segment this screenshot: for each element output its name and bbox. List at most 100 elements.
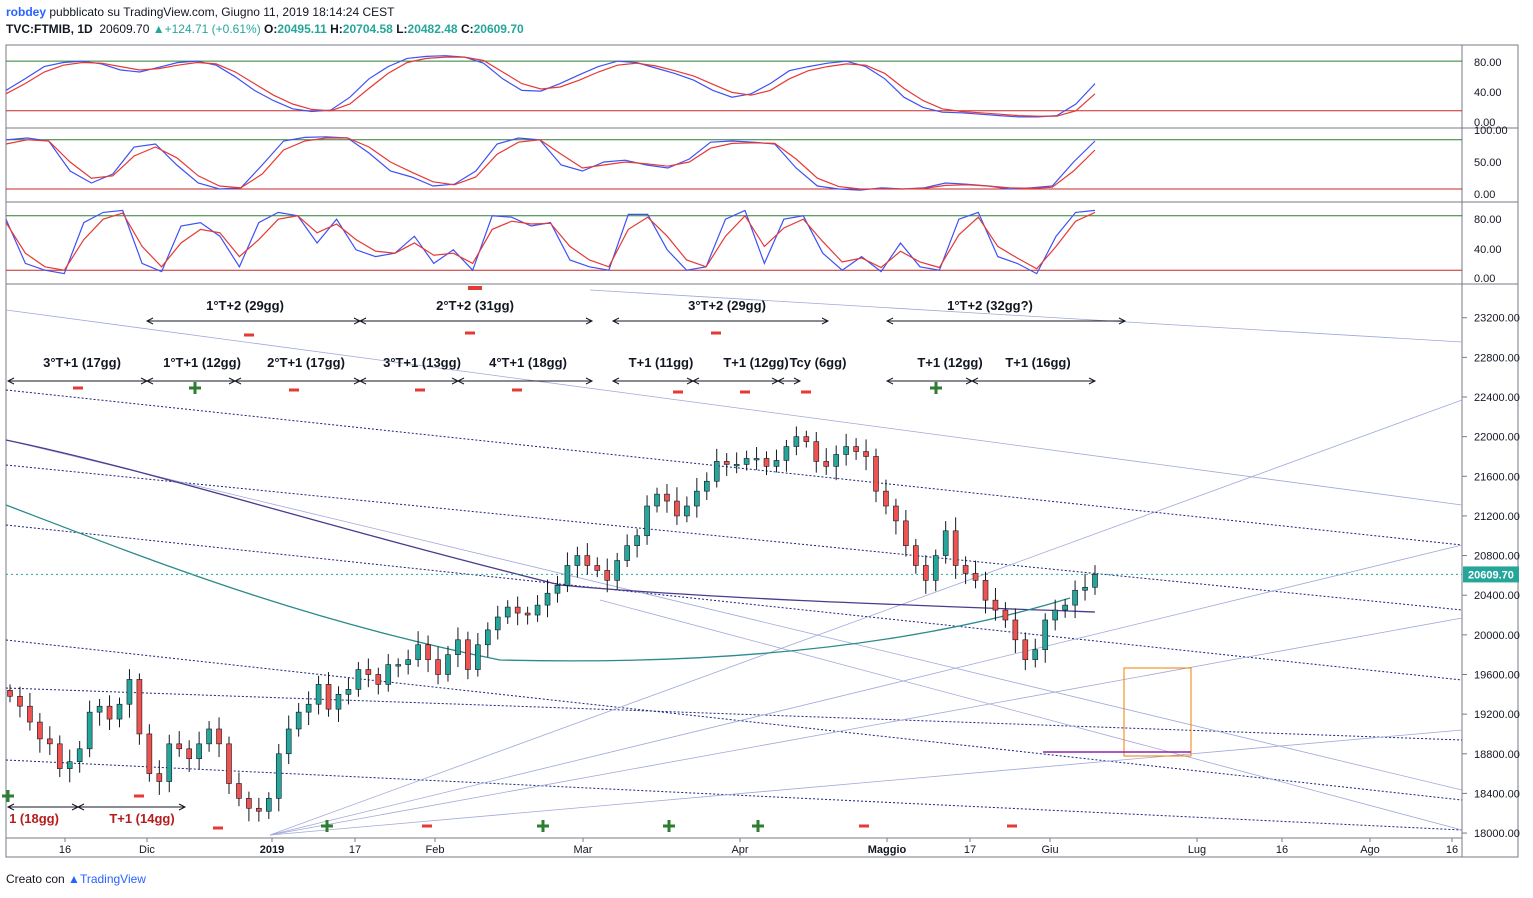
x-tick-label: 16	[1446, 844, 1458, 856]
minus-marker	[465, 331, 475, 335]
candle-down	[604, 570, 611, 581]
cycle-label-mid: T+1 (12gg)	[917, 355, 982, 370]
trend-channel-line	[5, 639, 1463, 801]
y-tick-label: 23200.00	[1474, 313, 1520, 325]
arrow-head	[358, 377, 367, 385]
author-name[interactable]: robdey	[6, 5, 47, 19]
fan-line	[269, 729, 1463, 836]
cycle-label-mid: 3°T+1 (13gg)	[383, 355, 461, 370]
y-tick-label: 19600.00	[1474, 669, 1520, 681]
high-value: 20704.58	[342, 22, 393, 36]
arrow-head	[233, 377, 242, 385]
plus-marker	[934, 382, 938, 394]
candle-up	[285, 728, 292, 755]
y-tick-label: 21200.00	[1474, 511, 1520, 523]
candle-down	[226, 743, 232, 784]
candle-down	[803, 436, 810, 442]
candle-down	[664, 493, 670, 502]
candle-up	[484, 629, 491, 646]
plus-marker	[541, 820, 545, 832]
x-tick-label: Dic	[139, 844, 155, 856]
candle-down	[853, 446, 859, 452]
arrow-head	[358, 317, 367, 325]
minus-marker	[73, 386, 83, 390]
candle-down	[763, 458, 770, 467]
arrow-head	[178, 803, 187, 811]
candle-up	[196, 743, 202, 760]
candle-down	[425, 644, 431, 660]
oscillator-series-line	[5, 136, 1096, 191]
candle-down	[146, 733, 153, 774]
symbol-name[interactable]: TVC:FTMIB, 1D	[6, 22, 93, 36]
y-tick-label: 22000.00	[1474, 432, 1520, 444]
cycle-label-mid: T+1 (12gg)	[723, 355, 788, 370]
x-tick-label: Feb	[426, 844, 445, 856]
candle-down	[7, 690, 13, 697]
candle-up	[1082, 586, 1088, 591]
low-label: L:	[396, 22, 408, 36]
cycle-label-mid: 2°T+1 (17gg)	[267, 355, 345, 370]
candle-up	[554, 584, 561, 594]
y-tick-label: 21600.00	[1474, 471, 1520, 483]
moving-average-long	[5, 439, 1096, 613]
candle-up	[1072, 589, 1078, 606]
candle-up	[733, 464, 740, 467]
x-tick-label: Maggio	[868, 844, 907, 856]
candle-up	[743, 458, 750, 465]
candle-up	[405, 659, 411, 665]
y-tick-label: 100.00	[1474, 125, 1508, 137]
candle-up	[793, 436, 800, 447]
y-tick-label: 0.00	[1474, 117, 1495, 129]
x-tick-label: 16	[59, 844, 71, 856]
y-tick-label: 50.00	[1474, 157, 1502, 169]
chart-frame	[5, 44, 1519, 858]
candle-down	[27, 705, 33, 723]
candle-up	[166, 743, 173, 782]
plus-marker	[6, 790, 10, 802]
candle-down	[56, 743, 63, 769]
minus-marker	[422, 824, 432, 828]
candle-down	[47, 738, 53, 745]
candle-up	[385, 664, 392, 685]
candle-down	[813, 441, 820, 462]
candle-up	[932, 555, 939, 581]
candle-up	[843, 446, 849, 455]
candle-up	[66, 761, 73, 769]
tradingview-logo-icon[interactable]: ▲	[68, 872, 80, 886]
arrow-head	[970, 377, 979, 385]
candle-up	[833, 454, 839, 467]
publish-date: pubblicato su TradingView.com, Giugno 11…	[49, 5, 395, 19]
fan-line	[269, 617, 1463, 836]
candle-down	[1002, 609, 1009, 621]
candle-up	[126, 679, 133, 705]
candle-up	[753, 458, 760, 461]
minus-marker	[859, 824, 869, 828]
arrow-head	[776, 377, 785, 385]
arrow-head	[6, 377, 15, 385]
cycle-label-mid: 3°T+1 (17gg)	[43, 355, 121, 370]
y-tick-label: 40.00	[1474, 87, 1502, 99]
candle-down	[952, 530, 959, 566]
candle-down	[106, 705, 113, 720]
fan-line	[5, 309, 1463, 506]
candle-down	[903, 520, 909, 546]
y-tick-label: 20000.00	[1474, 630, 1520, 642]
candle-down	[176, 743, 183, 750]
candle-down	[594, 565, 601, 571]
cycle-label-top: 3°T+2 (29gg)	[688, 298, 766, 313]
cycle-label-mid: Tcy (6gg)	[790, 355, 847, 370]
candle-down	[982, 580, 989, 601]
cycle-label-mid: 1°T+1 (12gg)	[163, 355, 241, 370]
candle-up	[574, 555, 581, 566]
tradingview-brand[interactable]: TradingView	[79, 872, 146, 886]
candle-up	[684, 505, 690, 517]
y-tick-label: 0.00	[1474, 189, 1495, 201]
fan-line	[589, 289, 1463, 343]
candle-down	[256, 807, 262, 812]
last-price: 20609.70	[99, 22, 150, 36]
candle-down	[156, 773, 163, 782]
oscillator-series-line	[5, 211, 1096, 271]
plus-marker	[667, 820, 671, 832]
trend-channel-line	[5, 389, 1463, 546]
